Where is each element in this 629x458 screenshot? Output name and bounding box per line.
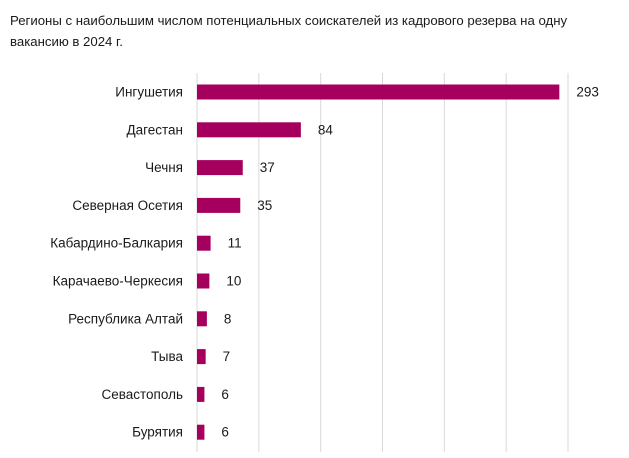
bar [197,160,243,176]
bar [197,235,211,251]
bar [197,273,210,289]
category-label: Бурятия [132,425,183,440]
category-label: Севастополь [101,387,183,402]
category-label: Чечня [145,160,183,175]
category-label: Тыва [151,349,183,364]
bar [197,311,207,327]
bar [197,424,205,440]
labels: Ингушетия 293 Дагестан 84 Чечня 37 Северная Ос… [50,85,599,440]
bar [197,84,560,100]
bar [197,122,301,138]
value-label: 35 [257,198,272,213]
value-label: 37 [260,160,275,175]
value-label: 7 [223,349,231,364]
bar [197,197,241,213]
category-label: Северная Осетия [72,198,183,213]
bar [197,386,205,402]
value-label: 84 [318,122,334,137]
value-label: 8 [224,311,232,326]
chart-title: Регионы с наибольшим числом потенциальны… [10,13,568,49]
value-label: 293 [576,85,599,100]
category-label: Кабардино-Балкария [50,236,183,251]
bar [197,349,206,365]
value-label: 11 [228,236,242,251]
category-label: Ингушетия [115,85,183,100]
category-label: Республика Алтай [68,311,183,326]
category-label: Дагестан [126,122,183,137]
bars [197,84,560,440]
value-label: 10 [226,274,241,289]
value-label: 6 [221,387,229,402]
value-label: 6 [221,425,229,440]
category-label: Карачаево-Черкесия [53,274,183,289]
